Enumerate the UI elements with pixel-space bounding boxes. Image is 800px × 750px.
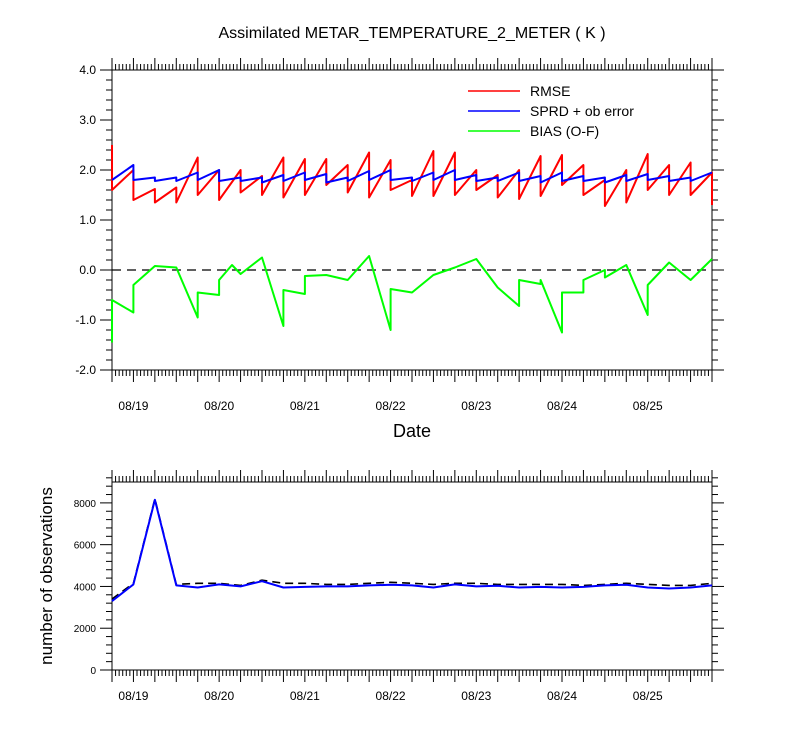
y-tick-label: 2000 xyxy=(74,624,97,635)
y-tick-label: 4000 xyxy=(74,582,97,593)
bottom-series-lines xyxy=(111,497,713,602)
top-x-tick-labels: 08/19 08/20 08/21 08/22 08/23 08/24 08/25 xyxy=(118,399,663,413)
y-tick-label: 0.0 xyxy=(79,263,96,277)
rmse-bias-chart: Assimilated METAR_TEMPERATURE_2_METER ( … xyxy=(75,25,724,441)
x-tick-label: 08/24 xyxy=(547,399,577,413)
y-tick-label: 1.0 xyxy=(79,213,96,227)
x-tick-label: 08/22 xyxy=(376,399,406,413)
bottom-y-tick-labels: 0 2000 4000 6000 8000 xyxy=(74,499,97,677)
top-y-tick-labels: -2.0 -1.0 0.0 1.0 2.0 3.0 4.0 xyxy=(75,63,96,377)
y-tick-label: 2.0 xyxy=(79,163,96,177)
y-tick-label: 8000 xyxy=(74,499,97,510)
x-tick-label: 08/19 xyxy=(118,689,148,703)
series-line-sprd-ob-error xyxy=(111,164,713,184)
y-tick-label: 0 xyxy=(90,666,96,677)
y-tick-label: -2.0 xyxy=(75,363,96,377)
x-tick-label: 08/24 xyxy=(547,689,577,703)
legend-label-rmse: RMSE xyxy=(530,83,570,99)
x-tick-label: 08/23 xyxy=(461,689,491,703)
bottom-plot-frame xyxy=(111,481,713,671)
bottom-x-tick-labels: 08/19 08/20 08/21 08/22 08/23 08/24 08/25 xyxy=(118,689,663,703)
series-line-bias-o-f xyxy=(111,255,713,343)
series-line-observations-possible xyxy=(111,497,713,600)
x-tick-label: 08/25 xyxy=(633,399,663,413)
bottom-axis-ticks xyxy=(100,470,724,682)
x-tick-label: 08/25 xyxy=(633,689,663,703)
x-tick-label: 08/22 xyxy=(376,689,406,703)
y-tick-label: 6000 xyxy=(74,541,97,552)
series-line-observations-assimilated xyxy=(111,498,713,602)
y-tick-label: 3.0 xyxy=(79,113,96,127)
top-axis-ticks xyxy=(100,58,724,382)
y-tick-label: -1.0 xyxy=(75,313,96,327)
top-x-axis-label: Date xyxy=(393,421,431,441)
bottom-y-axis-label: number of observations xyxy=(37,487,56,665)
x-tick-label: 08/23 xyxy=(461,399,491,413)
top-chart-title: Assimilated METAR_TEMPERATURE_2_METER ( … xyxy=(218,25,605,42)
x-tick-label: 08/21 xyxy=(290,689,320,703)
x-tick-label: 08/20 xyxy=(204,399,234,413)
top-series-lines xyxy=(111,145,713,343)
legend-label-bias: BIAS (O-F) xyxy=(530,123,599,139)
legend: RMSE SPRD + ob error BIAS (O-F) xyxy=(468,83,634,139)
series-line-rmse xyxy=(111,145,713,207)
legend-label-sprd: SPRD + ob error xyxy=(530,103,634,119)
x-tick-label: 08/19 xyxy=(118,399,148,413)
x-tick-label: 08/21 xyxy=(290,399,320,413)
x-tick-label: 08/20 xyxy=(204,689,234,703)
y-tick-label: 4.0 xyxy=(79,63,96,77)
